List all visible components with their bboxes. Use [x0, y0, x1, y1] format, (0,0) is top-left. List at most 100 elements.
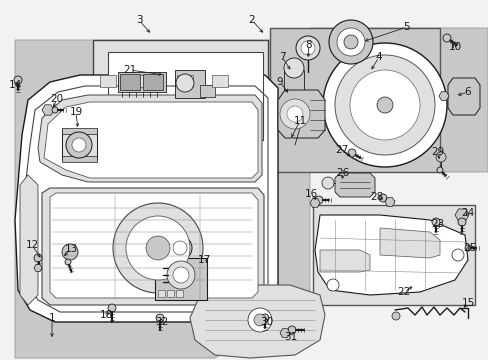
Bar — [155, 258, 206, 300]
Text: 21: 21 — [123, 65, 136, 75]
Bar — [62, 128, 97, 134]
Circle shape — [295, 36, 319, 60]
Polygon shape — [314, 215, 467, 295]
Bar — [118, 72, 165, 92]
Circle shape — [334, 55, 434, 155]
Circle shape — [173, 241, 186, 255]
Circle shape — [336, 28, 364, 56]
Text: 3: 3 — [135, 15, 142, 25]
Polygon shape — [319, 250, 369, 272]
Polygon shape — [38, 95, 262, 182]
Polygon shape — [269, 28, 439, 172]
Circle shape — [457, 218, 465, 226]
Circle shape — [34, 254, 42, 262]
Circle shape — [378, 194, 386, 202]
Text: 31: 31 — [284, 332, 297, 342]
Circle shape — [261, 314, 268, 322]
Bar — [284, 70, 304, 100]
Bar — [200, 85, 215, 97]
Bar — [176, 290, 183, 297]
Circle shape — [314, 196, 323, 204]
Circle shape — [65, 259, 71, 265]
Bar — [167, 290, 174, 297]
Polygon shape — [15, 75, 278, 322]
Circle shape — [343, 35, 357, 49]
Circle shape — [247, 308, 271, 332]
Circle shape — [168, 236, 192, 260]
Polygon shape — [50, 193, 258, 298]
Circle shape — [287, 326, 295, 334]
Circle shape — [113, 203, 203, 293]
Text: 11: 11 — [293, 116, 306, 126]
Text: 23: 23 — [430, 219, 444, 229]
Polygon shape — [334, 173, 374, 197]
Circle shape — [280, 99, 309, 129]
Polygon shape — [44, 102, 258, 178]
Circle shape — [349, 70, 419, 140]
Circle shape — [173, 267, 189, 283]
Polygon shape — [15, 28, 487, 358]
Bar — [62, 130, 97, 160]
Text: 12: 12 — [25, 240, 39, 250]
Circle shape — [321, 177, 333, 189]
Bar — [212, 75, 227, 87]
Text: 26: 26 — [336, 168, 349, 178]
Polygon shape — [34, 265, 42, 271]
Bar — [108, 52, 263, 140]
Text: 1: 1 — [49, 313, 55, 323]
Polygon shape — [280, 329, 289, 337]
Bar — [120, 74, 140, 90]
Circle shape — [326, 279, 338, 291]
Text: 15: 15 — [461, 298, 474, 308]
Text: 19: 19 — [69, 107, 82, 117]
Text: 2: 2 — [248, 15, 255, 25]
Bar — [175, 70, 204, 98]
Circle shape — [108, 304, 116, 312]
Polygon shape — [42, 188, 264, 305]
Circle shape — [72, 138, 86, 152]
Circle shape — [376, 97, 392, 113]
Circle shape — [328, 20, 372, 64]
Polygon shape — [20, 175, 38, 305]
Text: 6: 6 — [464, 87, 470, 97]
Circle shape — [442, 34, 450, 42]
Circle shape — [323, 43, 446, 167]
Polygon shape — [190, 285, 325, 358]
Circle shape — [14, 76, 22, 84]
Circle shape — [156, 314, 163, 322]
Polygon shape — [447, 78, 479, 115]
Text: 20: 20 — [50, 94, 63, 104]
Polygon shape — [379, 228, 439, 258]
Polygon shape — [384, 198, 394, 206]
Bar — [100, 75, 116, 87]
Bar — [269, 28, 439, 172]
Bar — [93, 40, 267, 150]
Bar — [177, 75, 193, 87]
Circle shape — [301, 41, 314, 55]
Text: 8: 8 — [305, 40, 312, 50]
Text: 7: 7 — [278, 52, 285, 62]
Polygon shape — [278, 90, 325, 138]
Text: 28: 28 — [369, 192, 383, 202]
Text: 17: 17 — [197, 255, 210, 265]
Bar — [312, 205, 474, 305]
Text: 32: 32 — [155, 317, 168, 327]
Polygon shape — [42, 105, 54, 115]
Polygon shape — [309, 199, 319, 207]
Polygon shape — [438, 92, 448, 100]
Circle shape — [126, 216, 190, 280]
Circle shape — [167, 261, 195, 289]
Circle shape — [52, 107, 58, 113]
Text: 30: 30 — [260, 317, 273, 327]
Circle shape — [253, 314, 265, 326]
Text: 9: 9 — [276, 77, 283, 87]
Text: 13: 13 — [64, 244, 78, 254]
Bar — [137, 75, 153, 87]
Text: 4: 4 — [375, 52, 382, 62]
Circle shape — [451, 249, 463, 261]
Text: 14: 14 — [8, 80, 21, 90]
Text: 16: 16 — [304, 189, 317, 199]
Circle shape — [286, 106, 303, 122]
Circle shape — [391, 312, 399, 320]
Circle shape — [284, 58, 304, 78]
